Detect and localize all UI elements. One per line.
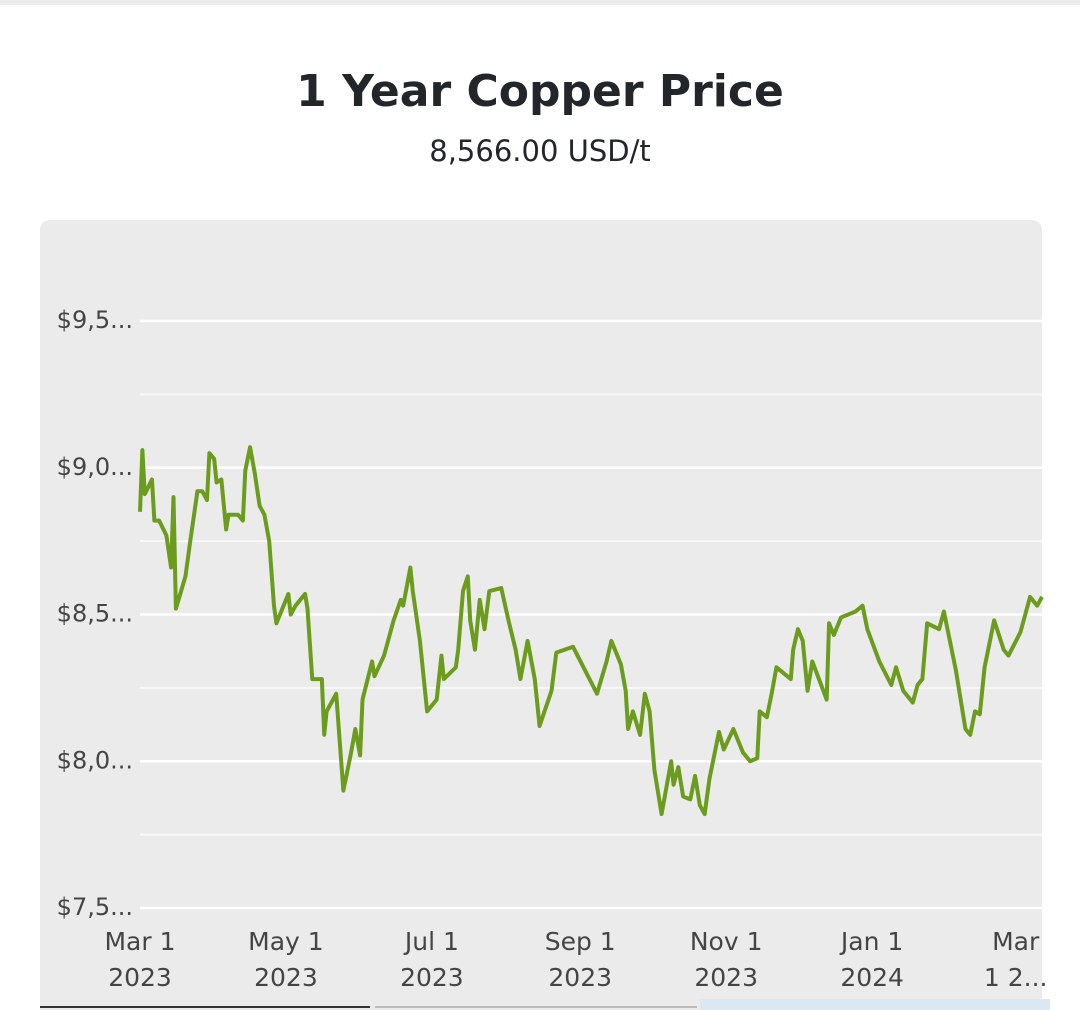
tab-underline xyxy=(375,1006,697,1008)
top-bar xyxy=(0,0,1080,5)
x-tick-label: Sep 1 2023 xyxy=(544,927,616,992)
x-tick-label: May 1 2023 xyxy=(248,927,324,992)
y-tick-label: $8,0... xyxy=(57,746,133,774)
x-tick-label: Mar 1 2023 xyxy=(104,927,176,992)
y-tick-label: $9,0... xyxy=(57,453,133,481)
tab-underline xyxy=(40,1006,370,1008)
chart-subtitle: 8,566.00 USD/t xyxy=(429,134,651,168)
chart-title: 1 Year Copper Price xyxy=(296,66,784,117)
x-tick-label: Jul 1 2023 xyxy=(400,927,464,992)
price-line xyxy=(138,445,1044,817)
x-tick-label: Nov 1 2023 xyxy=(689,927,763,992)
y-tick-label: $7,5... xyxy=(57,893,133,921)
x-tick-label: Jan 1 2024 xyxy=(840,927,904,992)
y-tick-label: $9,5... xyxy=(57,306,133,334)
tab-highlight xyxy=(700,999,1050,1010)
x-tick-label: Mar 1 2... xyxy=(983,927,1048,992)
y-tick-label: $8,5... xyxy=(57,600,133,628)
